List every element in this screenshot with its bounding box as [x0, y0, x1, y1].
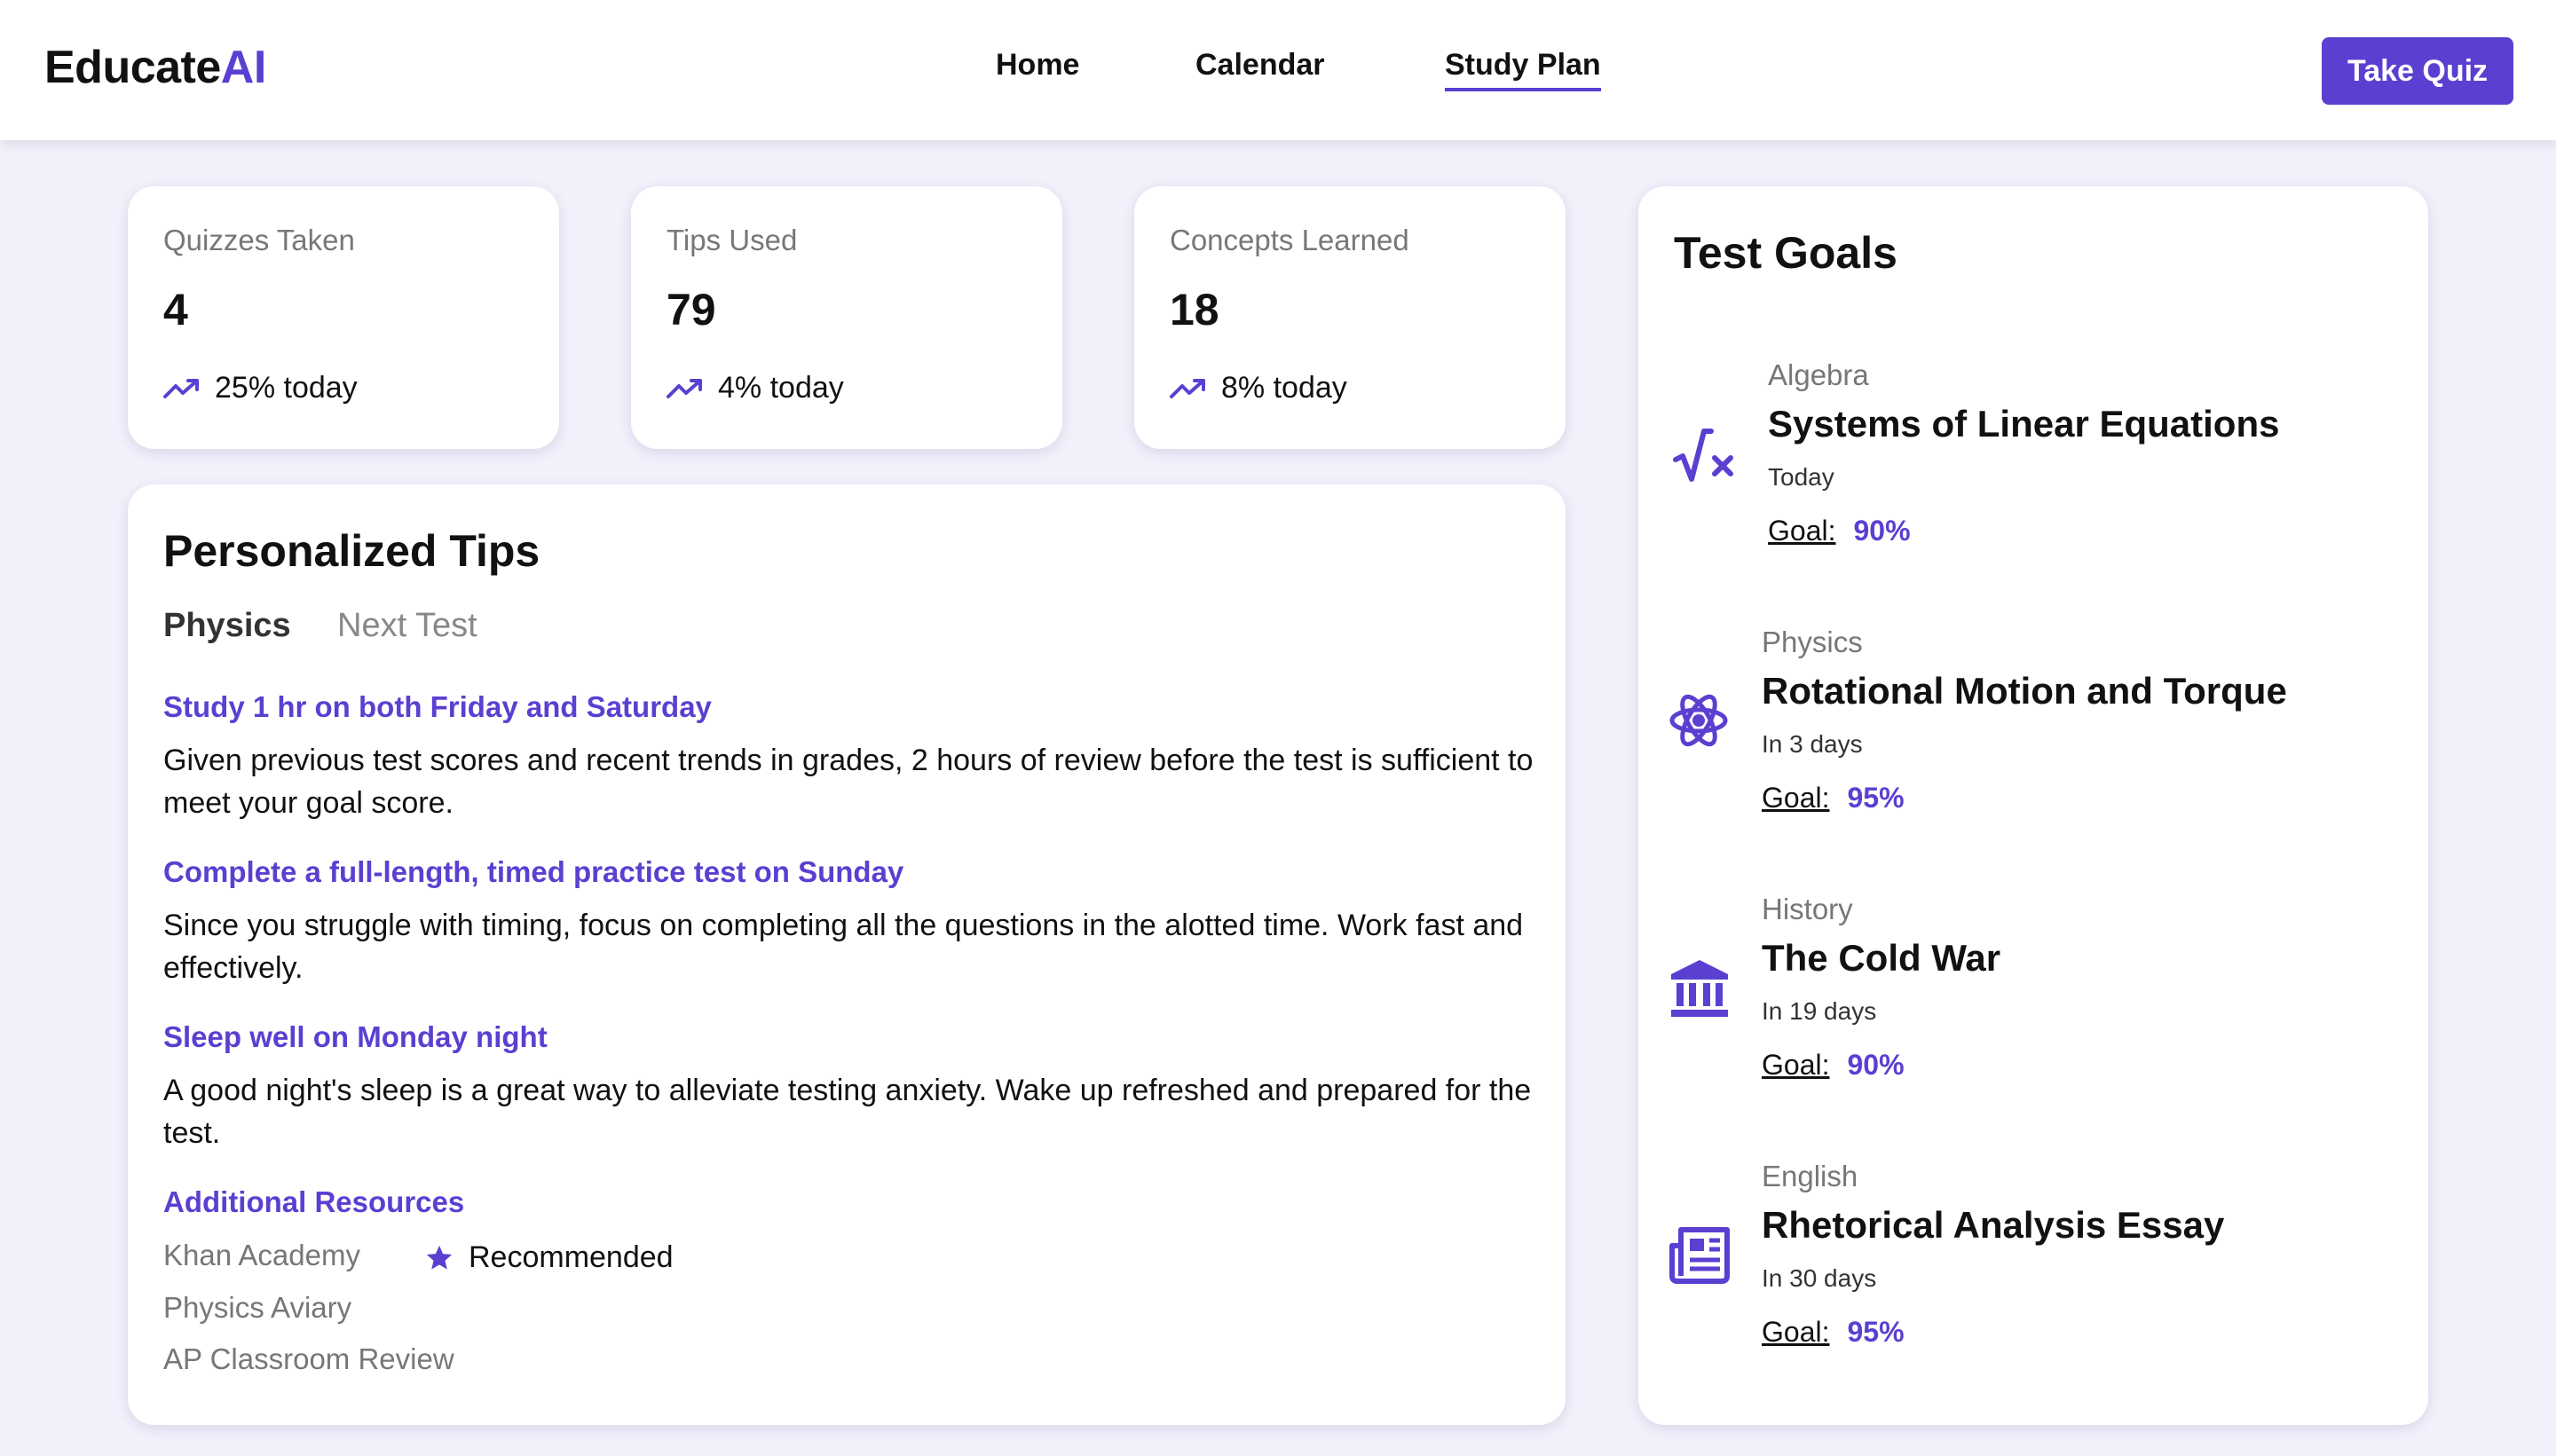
goal-target: Goal: 90%: [1762, 1049, 1905, 1082]
goal-percent: 95%: [1847, 782, 1905, 814]
goal-due-date: Today: [1768, 463, 1834, 491]
goal-due-date: In 3 days: [1762, 730, 1863, 758]
goal-percent: 90%: [1847, 1049, 1905, 1081]
tip-body: Given previous test scores and recent tr…: [163, 744, 1534, 820]
stat-label: Tips Used: [667, 224, 798, 256]
tips-title: Personalized Tips: [163, 526, 540, 576]
test-goals-title: Test Goals: [1674, 228, 1897, 278]
stat-trend-text: 8% today: [1221, 371, 1347, 405]
personalized-tips-card: [128, 484, 1566, 1425]
resources-title: Additional Resources: [163, 1185, 465, 1218]
goal-target: Goal: 95%: [1762, 1316, 1905, 1349]
goal-percent: 90%: [1853, 515, 1911, 547]
goal-target: Goal: 90%: [1768, 515, 1911, 547]
goal-label: Goal:: [1768, 515, 1836, 547]
resource-link-ap-classroom[interactable]: AP Classroom Review: [163, 1342, 454, 1375]
tip-title: Study 1 hr on both Friday and Saturday: [163, 690, 712, 723]
stat-value: 79: [667, 285, 716, 334]
stat-label: Quizzes Taken: [163, 224, 355, 256]
top-navbar: EducateAI Home Calendar Study Plan Take …: [0, 0, 2556, 140]
goal-due-date: In 19 days: [1762, 997, 1877, 1025]
stat-trend: 25% today: [163, 371, 358, 405]
recommended-label: Recommended: [469, 1240, 674, 1274]
goal-subject: English: [1762, 1160, 1858, 1192]
goal-title: The Cold War: [1762, 937, 2001, 979]
goal-subject: Algebra: [1768, 358, 1869, 391]
recommended-badge: Recommended: [424, 1240, 674, 1275]
resource-link-khan-academy[interactable]: Khan Academy: [163, 1239, 360, 1271]
goal-subject: Physics: [1762, 626, 1863, 658]
stat-card-concepts: Concepts Learned 18 8% today: [1134, 186, 1566, 449]
trending-up-icon: [667, 378, 702, 398]
nav-calendar[interactable]: Calendar: [1195, 48, 1325, 82]
logo-text: Educate: [44, 42, 221, 93]
stat-trend-text: 4% today: [718, 371, 844, 405]
resource-link-physics-aviary[interactable]: Physics Aviary: [163, 1291, 352, 1324]
take-quiz-button[interactable]: Take Quiz: [2322, 37, 2513, 105]
goal-target: Goal: 95%: [1762, 782, 1905, 815]
app-logo[interactable]: EducateAI: [44, 41, 266, 94]
nav-study-plan[interactable]: Study Plan: [1445, 48, 1601, 91]
tab-physics[interactable]: Physics: [163, 607, 291, 644]
trending-up-icon: [1170, 378, 1205, 398]
goal-label: Goal:: [1762, 782, 1830, 814]
star-icon: [426, 1245, 453, 1270]
nav-home[interactable]: Home: [996, 48, 1080, 82]
stat-trend: 8% today: [1170, 371, 1347, 405]
goal-label: Goal:: [1762, 1049, 1830, 1081]
test-goals-card: [1638, 186, 2428, 1425]
stat-value: 18: [1170, 285, 1219, 334]
tip-title: Sleep well on Monday night: [163, 1020, 548, 1053]
stat-card-quizzes: Quizzes Taken 4 25% today: [128, 186, 559, 449]
goal-title: Systems of Linear Equations: [1768, 403, 2280, 445]
goal-title: Rhetorical Analysis Essay: [1762, 1204, 2225, 1246]
goal-title: Rotational Motion and Torque: [1762, 670, 2287, 712]
atom-icon: [1669, 694, 1728, 747]
goal-percent: 95%: [1847, 1316, 1905, 1348]
tip-body: Since you struggle with timing, focus on…: [163, 909, 1524, 985]
goal-subject: History: [1762, 893, 1853, 925]
goal-label: Goal:: [1762, 1316, 1830, 1348]
museum-icon: [1671, 960, 1728, 1017]
tip-body: A good night's sleep is a great way to a…: [163, 1074, 1532, 1150]
square-root-icon: [1673, 429, 1733, 482]
stat-value: 4: [163, 285, 188, 334]
trending-up-icon: [163, 378, 199, 398]
newspaper-icon: [1669, 1227, 1730, 1284]
stat-trend: 4% today: [667, 371, 844, 405]
tab-next-test[interactable]: Next Test: [337, 607, 477, 644]
stat-card-tips: Tips Used 79 4% today: [631, 186, 1062, 449]
stat-label: Concepts Learned: [1170, 224, 1409, 256]
goal-due-date: In 30 days: [1762, 1264, 1877, 1292]
tip-title: Complete a full-length, timed practice t…: [163, 855, 904, 888]
stat-trend-text: 25% today: [215, 371, 358, 405]
logo-accent-text: AI: [220, 42, 267, 93]
